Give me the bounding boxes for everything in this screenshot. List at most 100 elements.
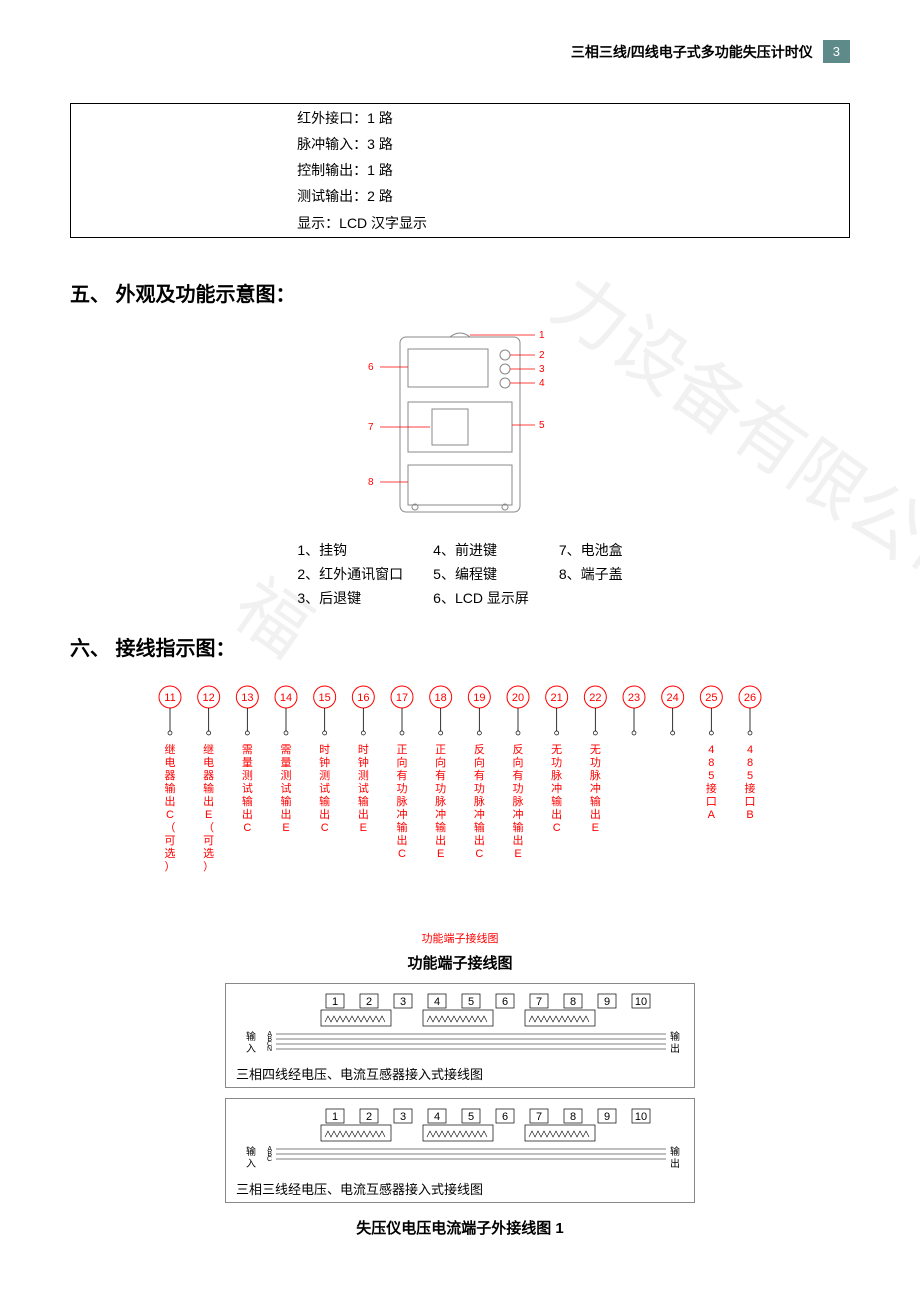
page-number: 3 xyxy=(823,40,850,63)
svg-text:测: 测 xyxy=(242,769,253,782)
svg-text:输: 输 xyxy=(670,1030,680,1043)
svg-text:输: 输 xyxy=(474,820,485,834)
svg-text:C: C xyxy=(166,809,174,821)
svg-text:测: 测 xyxy=(358,769,369,782)
svg-text:9: 9 xyxy=(604,1111,610,1123)
svg-text:出: 出 xyxy=(435,833,446,847)
svg-text:N: N xyxy=(267,1046,272,1053)
svg-text:冲: 冲 xyxy=(551,781,562,795)
svg-text:冲: 冲 xyxy=(590,781,601,795)
header-title: 三相三线/四线电子式多功能失压计时仪 xyxy=(571,42,813,62)
svg-text:7: 7 xyxy=(368,422,374,433)
svg-text:脉: 脉 xyxy=(474,794,485,808)
spec-cell: 控制输出：1 路 xyxy=(291,158,847,182)
svg-text:C: C xyxy=(243,822,251,834)
section6-heading: 六、 接线指示图： xyxy=(70,632,850,661)
svg-text:11: 11 xyxy=(164,692,175,704)
svg-text:输: 输 xyxy=(513,820,524,834)
svg-text:可: 可 xyxy=(203,835,214,847)
svg-text:脉: 脉 xyxy=(397,794,408,808)
svg-text:4: 4 xyxy=(539,378,545,389)
terminal-caption-red: 功能端子接线图 xyxy=(70,930,850,946)
svg-text:接: 接 xyxy=(745,782,756,795)
svg-text:出: 出 xyxy=(590,807,601,821)
svg-text:出: 出 xyxy=(242,807,253,821)
svg-text:正: 正 xyxy=(435,744,446,756)
svg-text:8: 8 xyxy=(368,477,374,488)
svg-text:E: E xyxy=(514,848,521,860)
svg-text:有: 有 xyxy=(397,768,408,782)
svg-text:冲: 冲 xyxy=(435,807,446,821)
svg-text:3: 3 xyxy=(539,364,545,375)
svg-text:器: 器 xyxy=(203,769,214,782)
svg-text:输: 输 xyxy=(670,1145,680,1158)
svg-text:输: 输 xyxy=(165,781,176,795)
svg-text:输: 输 xyxy=(590,794,601,808)
svg-text:试: 试 xyxy=(358,782,369,795)
svg-text:量: 量 xyxy=(242,756,253,769)
svg-text:25: 25 xyxy=(705,692,717,704)
svg-text:18: 18 xyxy=(435,692,447,704)
svg-text:继: 继 xyxy=(203,743,214,756)
svg-text:出: 出 xyxy=(281,807,292,821)
svg-text:冲: 冲 xyxy=(397,807,408,821)
svg-text:26: 26 xyxy=(744,692,756,704)
svg-text:输: 输 xyxy=(319,794,330,808)
spec-table: 红外接口：1 路脉冲输入：3 路控制输出：1 路测试输出：2 路显示：LCD 汉… xyxy=(70,103,850,238)
legend-item: 5、编程键 xyxy=(433,564,529,584)
svg-text:脉: 脉 xyxy=(590,768,601,782)
terminal-caption-bold: 功能端子接线图 xyxy=(70,952,850,973)
svg-text:5: 5 xyxy=(539,420,545,431)
svg-text:测: 测 xyxy=(319,769,330,782)
svg-text:E: E xyxy=(360,822,367,834)
svg-text:16: 16 xyxy=(357,692,369,704)
svg-text:4: 4 xyxy=(434,996,440,1008)
svg-text:4: 4 xyxy=(434,1111,440,1123)
spec-cell: 显示：LCD 汉字显示 xyxy=(291,210,847,235)
svg-text:向: 向 xyxy=(397,755,408,769)
svg-text:功: 功 xyxy=(474,782,485,795)
svg-text:脉: 脉 xyxy=(435,794,446,808)
svg-text:入: 入 xyxy=(246,1044,256,1055)
legend-item: 6、LCD 显示屏 xyxy=(433,588,529,608)
wiring-box-2: 12345678910ABC输入输出 三相三线经电压、电流互感器接入式接线图 xyxy=(225,1098,695,1203)
section5-heading: 五、 外观及功能示意图： xyxy=(70,278,850,307)
svg-text:5: 5 xyxy=(468,1111,474,1123)
svg-text:5: 5 xyxy=(747,770,753,782)
svg-text:12: 12 xyxy=(203,692,215,704)
svg-text:试: 试 xyxy=(242,782,253,795)
legend-item: 8、端子盖 xyxy=(559,564,623,584)
legend-item: 4、前进键 xyxy=(433,540,529,560)
svg-text:接: 接 xyxy=(706,782,717,795)
svg-text:脉: 脉 xyxy=(513,794,524,808)
svg-text:B: B xyxy=(746,809,753,821)
svg-text:E: E xyxy=(592,822,599,834)
svg-text:5: 5 xyxy=(708,770,714,782)
svg-text:）: ） xyxy=(203,860,214,873)
svg-text:无: 无 xyxy=(590,744,601,756)
svg-text:19: 19 xyxy=(473,692,485,704)
svg-text:输: 输 xyxy=(203,781,214,795)
svg-text:输: 输 xyxy=(397,820,408,834)
svg-text:有: 有 xyxy=(435,768,446,782)
svg-text:选: 选 xyxy=(203,847,214,860)
svg-text:4: 4 xyxy=(708,744,714,756)
svg-text:出: 出 xyxy=(203,794,214,808)
svg-text:功: 功 xyxy=(435,782,446,795)
svg-text:继: 继 xyxy=(165,743,176,756)
svg-text:时: 时 xyxy=(358,743,369,756)
svg-text:口: 口 xyxy=(745,796,756,808)
svg-text:8: 8 xyxy=(708,757,714,769)
svg-text:13: 13 xyxy=(241,692,253,704)
wiring-box-1: 12345678910ABCN输入输出 三相四线经电压、电流互感器接入式接线图 xyxy=(225,983,695,1088)
svg-text:3: 3 xyxy=(400,996,406,1008)
svg-text:E: E xyxy=(205,809,212,821)
svg-text:10: 10 xyxy=(635,1111,647,1123)
svg-text:测: 测 xyxy=(281,769,292,782)
spec-cell: 红外接口：1 路 xyxy=(291,106,847,130)
svg-text:20: 20 xyxy=(512,692,524,704)
svg-text:15: 15 xyxy=(319,692,331,704)
svg-text:功: 功 xyxy=(551,756,562,769)
legend-item: 2、红外通讯窗口 xyxy=(297,564,403,584)
svg-text:可: 可 xyxy=(165,835,176,847)
